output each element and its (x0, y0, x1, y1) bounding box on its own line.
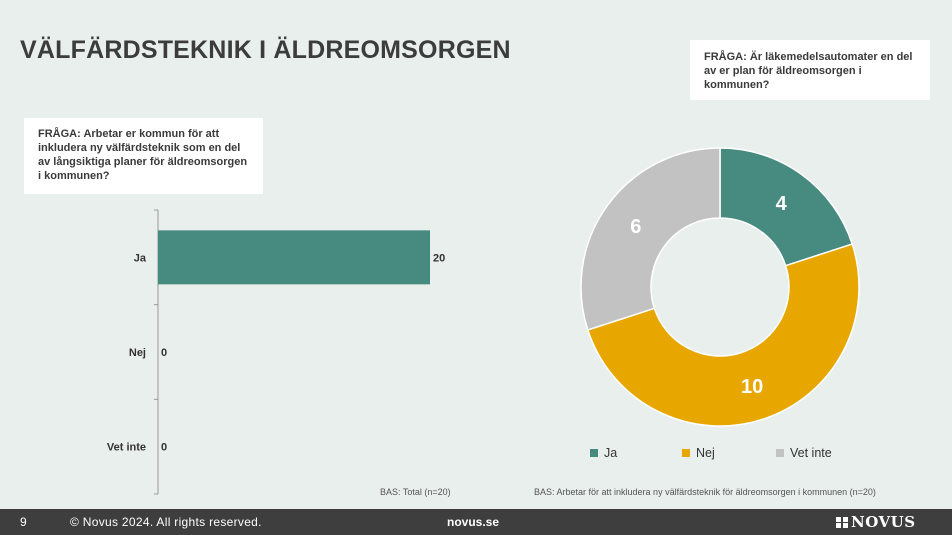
bar-question-box: FRÅGA: Arbetar er kommun för att inklude… (24, 118, 263, 194)
legend-swatch-ja (590, 449, 598, 457)
bar-base-note: BAS: Total (n=20) (380, 487, 451, 497)
page-title: VÄLFÄRDSTEKNIK I ÄLDREOMSORGEN (20, 36, 511, 64)
legend-swatch-vet-inte (776, 449, 784, 457)
copyright: © Novus 2024. All rights reserved. (70, 515, 262, 529)
pie-question-box: FRÅGA: Är läkemedelsautomater en del av … (690, 40, 930, 100)
pie-question-label: FRÅGA: (704, 51, 747, 63)
donut-slice-ja (719, 147, 854, 267)
legend-swatch-nej (682, 449, 690, 457)
bar-value-label: 20 (433, 252, 445, 264)
footer: 9 © Novus 2024. All rights reserved. nov… (0, 509, 952, 535)
bar-category-label: Ja (134, 252, 147, 264)
legend-label-ja: Ja (604, 446, 618, 460)
donut-slice-vet-inte (580, 147, 721, 331)
donut-chart: 4 10 6 (580, 147, 860, 427)
bar-question-text: Arbetar er kommun för att inkludera ny v… (38, 128, 248, 182)
donut-slice-nej (586, 243, 860, 427)
donut-value-label: 6 (630, 216, 641, 238)
bar-value-label: 0 (161, 347, 167, 359)
bar-value-label: 0 (161, 442, 167, 454)
legend-item-vet-inte: Vet inte (776, 446, 832, 460)
logo-text: NOVUS (851, 513, 916, 531)
bar-ja (158, 230, 430, 285)
donut-value-label: 10 (741, 376, 763, 398)
novus-logo: NOVUS (836, 513, 916, 531)
bar-category-label: Vet inte (107, 442, 146, 454)
bar-chart: Ja 20 Nej 0 Vet inte 0 (107, 209, 445, 495)
legend-item-ja: Ja (590, 446, 617, 460)
legend-label-nej: Nej (696, 446, 715, 460)
donut-value-label: 4 (776, 193, 788, 215)
site-link[interactable]: novus.se (447, 515, 500, 529)
legend-item-nej: Nej (682, 446, 715, 460)
logo-mark-icon (836, 517, 848, 528)
page-number: 9 (20, 515, 27, 529)
bar-question-label: FRÅGA: (38, 128, 81, 140)
pie-base-note: BAS: Arbetar för att inkludera ny välfär… (534, 487, 876, 497)
bar-category-label: Nej (129, 347, 146, 359)
legend-label-vet-inte: Vet inte (790, 446, 832, 460)
pie-question-text: Är läkemedelsautomater en del av er plan… (704, 51, 913, 91)
